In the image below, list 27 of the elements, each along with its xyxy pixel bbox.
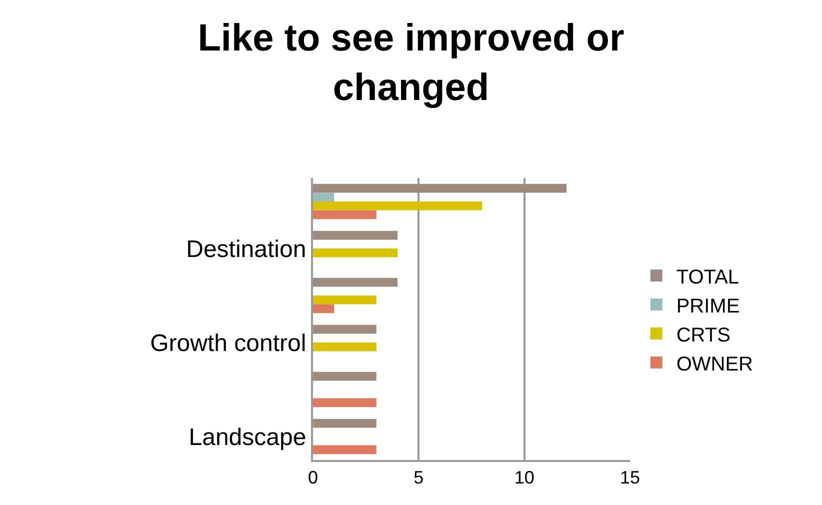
bar — [313, 296, 376, 304]
chart-title: Like to see improved or changed — [198, 18, 624, 109]
y-tick-label: Growth control — [150, 330, 306, 357]
y-tick-label: Destination — [186, 236, 306, 263]
bar — [313, 445, 376, 454]
bar — [313, 372, 376, 381]
x-tick-label: 5 — [414, 468, 424, 488]
y-tick-label: Landscape — [188, 424, 306, 451]
bar — [313, 304, 334, 314]
x-tick-label: 0 — [308, 468, 318, 488]
bar — [313, 398, 376, 408]
bar — [313, 230, 398, 240]
bar — [313, 210, 376, 220]
x-tick-label: 15 — [620, 468, 640, 488]
bar — [313, 418, 376, 428]
legend-label: CRTS — [676, 324, 730, 346]
bar — [313, 184, 567, 193]
bar — [313, 248, 398, 258]
bar — [313, 202, 482, 210]
bar — [313, 192, 334, 202]
legend-label: OWNER — [676, 353, 754, 376]
bar — [313, 342, 376, 352]
legend-label: TOTAL — [676, 266, 739, 288]
bar — [313, 324, 376, 334]
x-tick-label: 10 — [514, 468, 534, 488]
legend-label: PRIME — [676, 295, 740, 318]
bar — [313, 278, 398, 287]
